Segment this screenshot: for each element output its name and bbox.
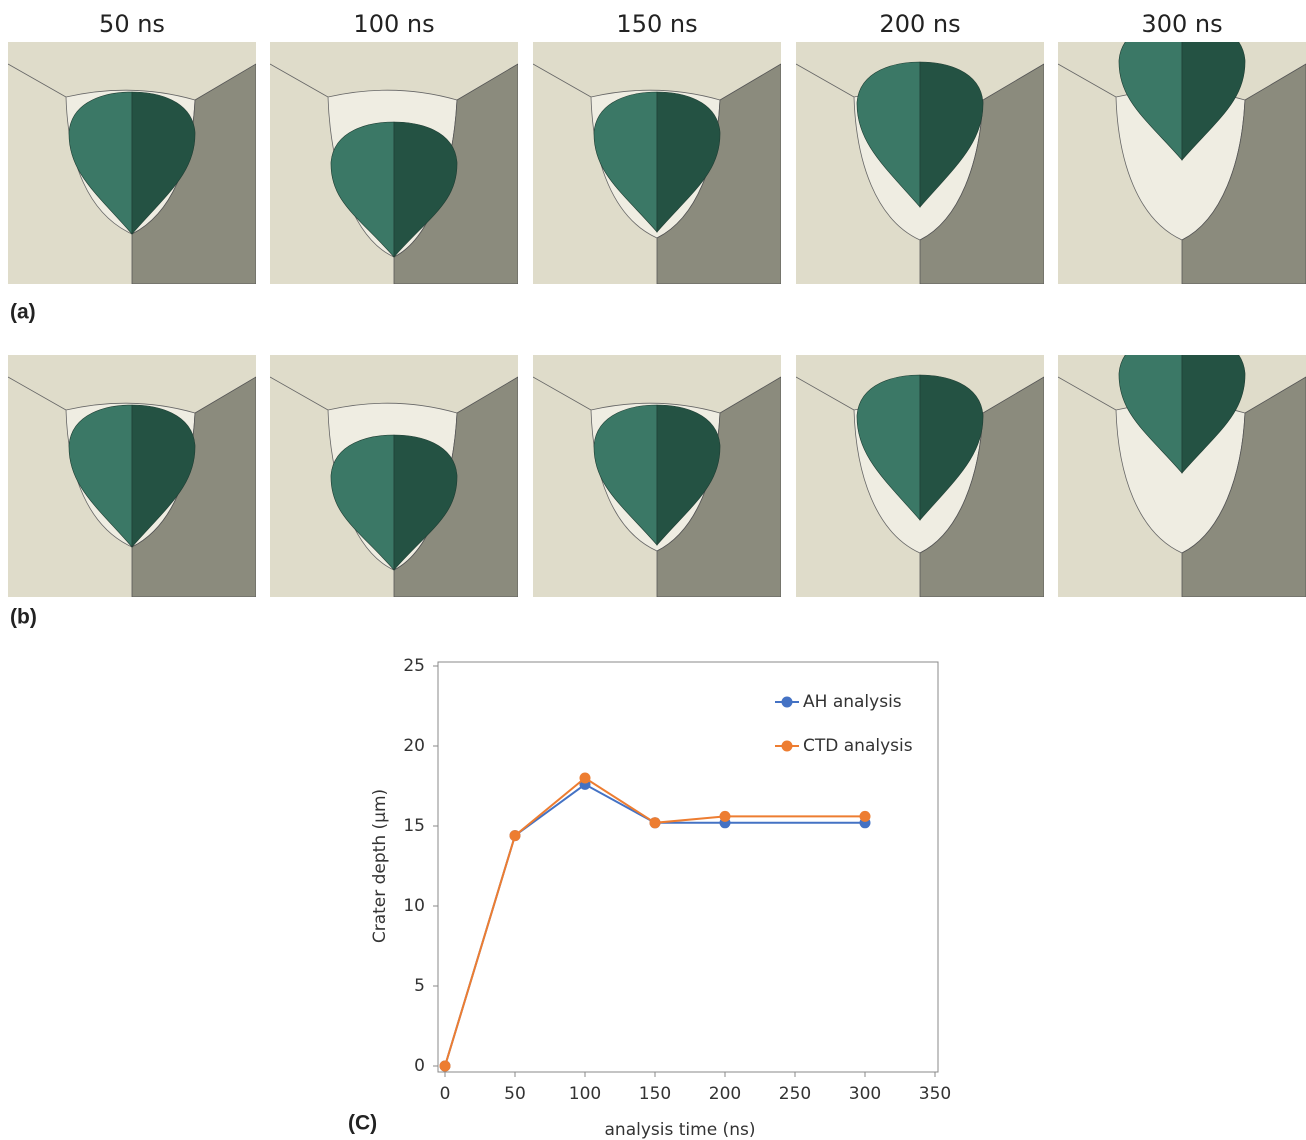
time-label: 200 ns [879, 10, 960, 38]
simulation-panel [1058, 42, 1306, 284]
simulation-panel [533, 42, 781, 284]
projectile-right [393, 434, 458, 571]
y-tick-label: 10 [403, 896, 425, 916]
row-label: (a) [10, 301, 36, 324]
legend-marker [781, 696, 793, 708]
y-tick-label: 5 [414, 976, 425, 996]
data-point [439, 1060, 451, 1072]
projectile-left [856, 374, 921, 521]
x-tick-label: 300 [849, 1084, 881, 1104]
legend-label: AH analysis [803, 692, 902, 712]
x-tick-label: 100 [569, 1084, 601, 1104]
simulation-panel [8, 42, 256, 284]
wall [919, 376, 1044, 597]
simulation-panel [796, 42, 1044, 284]
projectile-left [593, 404, 658, 546]
projectile-left [68, 91, 133, 235]
data-point [509, 830, 521, 842]
data-point [859, 810, 871, 822]
projectile-right [131, 404, 196, 548]
x-axis-label: analysis time (ns) [605, 1120, 756, 1140]
x-tick-label: 150 [639, 1084, 671, 1104]
simulation-panel [796, 355, 1044, 597]
projectile-left [330, 121, 395, 258]
y-tick-label: 20 [403, 736, 425, 756]
y-tick-label: 0 [414, 1056, 425, 1076]
projectile-right [131, 91, 196, 235]
x-tick-label: 0 [440, 1084, 451, 1104]
y-axis-label: Crater depth (µm) [370, 789, 390, 943]
x-tick-label: 50 [504, 1084, 526, 1104]
y-tick-label: 15 [403, 816, 425, 836]
data-point [649, 817, 661, 829]
projectile-right [656, 91, 721, 233]
legend-marker [781, 740, 793, 752]
time-label: 50 ns [99, 10, 165, 38]
time-label: 150 ns [616, 10, 697, 38]
wall [1181, 63, 1306, 284]
projectile-left [68, 404, 133, 548]
x-tick-label: 200 [709, 1084, 741, 1104]
x-tick-label: 250 [779, 1084, 811, 1104]
simulation-panel [8, 355, 256, 597]
data-point [719, 810, 731, 822]
projectile-left [1118, 355, 1183, 474]
time-label: 300 ns [1141, 10, 1222, 38]
projectile-left [330, 434, 395, 571]
x-tick-label: 350 [919, 1084, 951, 1104]
time-label: 100 ns [353, 10, 434, 38]
projectile-right [1181, 355, 1246, 474]
simulation-panel [533, 355, 781, 597]
series-line [444, 776, 865, 1067]
projectile-right [393, 121, 458, 258]
projectile-right [656, 404, 721, 546]
legend-label: CTD analysis [803, 736, 913, 756]
wall [919, 63, 1044, 284]
chart-label: (C) [348, 1112, 377, 1135]
data-point [579, 772, 591, 784]
projectile-left [856, 61, 921, 208]
projectile-left [593, 91, 658, 233]
simulation-panel [270, 355, 518, 597]
projectile-right [919, 61, 984, 208]
projectile-right [919, 374, 984, 521]
simulation-panel [270, 42, 518, 284]
projectile-right [1181, 42, 1246, 161]
projectile-left [1118, 42, 1183, 161]
simulation-panel [1058, 355, 1306, 597]
y-tick-label: 25 [403, 656, 425, 676]
wall [1181, 376, 1306, 597]
plot-frame [437, 661, 939, 1073]
row-label: (b) [10, 606, 37, 629]
